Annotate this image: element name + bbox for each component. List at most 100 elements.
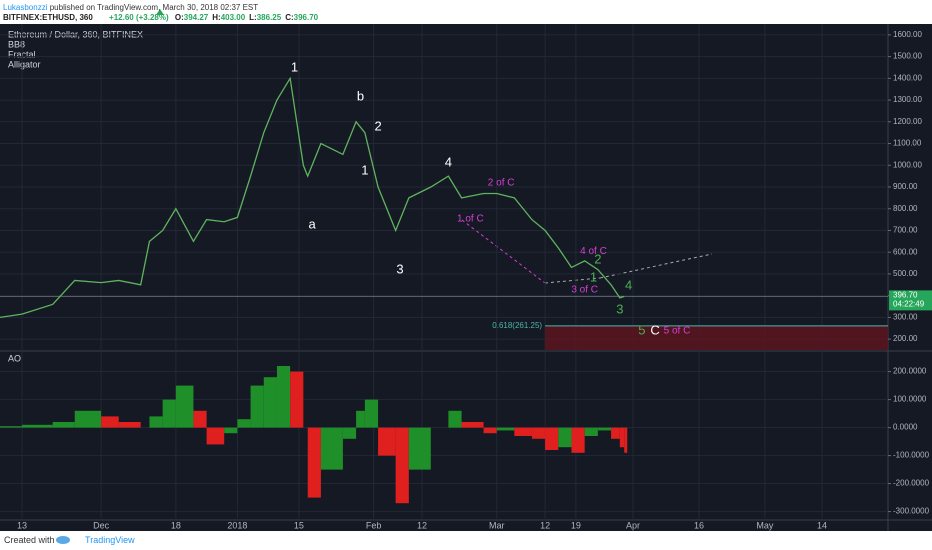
annotation: b [357, 88, 364, 103]
ao-bar [263, 377, 277, 428]
ohlc-value: 386.25 [256, 13, 282, 22]
ao-bar [461, 422, 484, 428]
indicator-label: AO [8, 353, 21, 363]
chart-background [0, 24, 932, 531]
ao-bar [149, 416, 163, 428]
annotation: C [650, 323, 659, 338]
ao-bar [224, 427, 238, 434]
ao-bar [356, 410, 365, 428]
y-tick-label: 900.00 [893, 182, 918, 191]
x-tick-label: Dec [93, 520, 110, 530]
y-tick-label: 800.00 [893, 204, 918, 213]
ao-bar [101, 416, 119, 428]
ao-bar [175, 385, 194, 428]
x-tick-label: 13 [17, 520, 27, 530]
ao-bar [21, 424, 53, 428]
y-tick-label: 1500.00 [893, 52, 922, 61]
annotation: 5 of C [664, 326, 691, 337]
ao-bar [364, 399, 379, 428]
x-tick-label: 16 [694, 520, 704, 530]
ao-bar [320, 427, 343, 470]
annotation: 4 [625, 278, 632, 293]
ao-bar [558, 427, 572, 448]
y-tick-label: 1600.00 [893, 30, 922, 39]
ao-bar [448, 410, 462, 428]
y-tick-label: 600.00 [893, 247, 918, 256]
ohlc-key: O: [174, 13, 184, 22]
annotation: 3 of C [571, 285, 598, 296]
ao-bar [624, 427, 628, 453]
ao-bar [74, 410, 102, 428]
fib-label: 0.618(261.25) [492, 321, 542, 330]
ohlc: O:394.27 H:403.00 L:386.25 C:396.70 [171, 13, 318, 22]
ao-bar [276, 366, 291, 428]
annotation: 2 of C [488, 178, 515, 189]
x-tick-label: 2018 [227, 520, 247, 530]
ao-bar [237, 419, 251, 428]
y-tick-label: 1400.00 [893, 73, 922, 82]
ohlc-key: H: [212, 13, 221, 22]
tradingview-logo [56, 536, 70, 544]
y-tick-label: 1300.00 [893, 95, 922, 104]
annotation: 3 [396, 261, 403, 276]
ao-bar [206, 427, 225, 445]
annotation: 1 [590, 269, 597, 284]
annotation: 3 [616, 301, 623, 316]
published-text: published on TradingView.com, March 30, … [49, 3, 259, 12]
header-line: BITFINEX:ETHUSD, 360 +12.60 (+3.28%) O:3… [3, 13, 318, 23]
x-tick-label: 14 [817, 520, 827, 530]
annotation: 2 [374, 118, 381, 133]
change: +12.60 (+3.28%) [109, 13, 169, 22]
ao-bar [342, 427, 357, 439]
price-line [0, 76, 625, 319]
annotation: 4 of C [580, 246, 607, 257]
indicator-label: Alligator [8, 59, 41, 69]
ao-bar [395, 427, 409, 504]
x-tick-label: 12 [540, 520, 550, 530]
ao-bar [584, 427, 598, 436]
ao-bar [611, 427, 620, 439]
ao-bar [483, 427, 497, 434]
y-tick-label: 300.00 [893, 313, 918, 322]
ohlc-value: 396.70 [293, 13, 319, 22]
x-tick-label: 15 [294, 520, 304, 530]
trend-line [461, 219, 546, 284]
y-tick-label: -100.0000 [893, 451, 930, 460]
ao-bar [0, 426, 22, 428]
ao-bar [597, 427, 612, 431]
symbol: BITFINEX:ETHUSD, 360 [3, 13, 93, 22]
x-tick-label: 19 [571, 520, 581, 530]
ao-bar [496, 427, 515, 431]
brand[interactable]: TradingView [85, 535, 135, 545]
y-tick-label: 1200.00 [893, 117, 922, 126]
author[interactable]: Lukasbonzzi [3, 3, 48, 12]
last-price-box [889, 290, 932, 311]
x-tick-label: Mar [489, 520, 505, 530]
ao-bar [619, 427, 625, 448]
last-price-label: 396.70 [893, 290, 918, 299]
ohlc-value: 394.27 [183, 13, 209, 22]
x-tick-label: May [756, 520, 774, 530]
y-tick-label: 0.0000 [893, 423, 918, 432]
annotation: 4 [445, 155, 452, 170]
ao-bar [250, 385, 264, 428]
annotation: 5 [638, 323, 645, 338]
ao-bar [162, 399, 176, 428]
y-tick-label: 1100.00 [893, 139, 922, 148]
ao-bar [571, 427, 585, 453]
footer: Created with TradingView [4, 535, 135, 545]
annotation: 1 [291, 60, 298, 75]
y-tick-label: 700.00 [893, 226, 918, 235]
ao-bar [531, 427, 546, 439]
ohlc-key: C: [285, 13, 294, 22]
x-tick-label: 18 [171, 520, 181, 530]
y-tick-label: 200.0000 [893, 367, 927, 376]
ohlc-key: L: [249, 13, 257, 22]
annotation: a [309, 216, 317, 231]
indicator-label: BB8 [8, 39, 25, 49]
header-line: Lukasbonzzi published on TradingView.com… [3, 3, 258, 13]
ohlc-value: 403.00 [220, 13, 246, 22]
ao-bar [408, 427, 431, 470]
x-tick-label: Feb [366, 520, 382, 530]
